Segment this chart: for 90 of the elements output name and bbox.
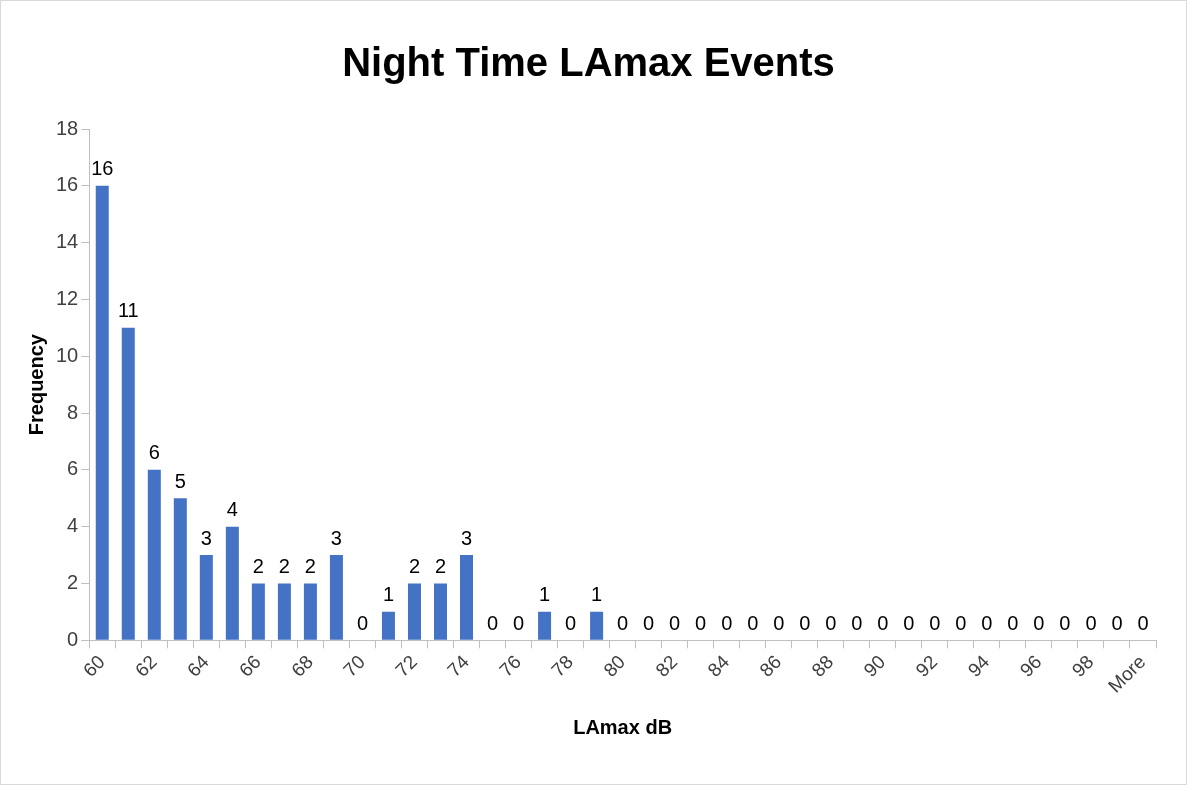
x-tick-label: 74 (443, 650, 474, 681)
x-tick-label: 98 (1067, 651, 1098, 681)
bar (460, 555, 474, 640)
data-label: 6 (148, 441, 160, 464)
data-label: 0 (877, 611, 889, 634)
data-label: 0 (955, 611, 967, 634)
data-label: 2 (434, 554, 447, 577)
bar (173, 498, 187, 640)
y-tick-label: 16 (56, 173, 79, 196)
data-label: 3 (330, 526, 342, 549)
bar (381, 611, 395, 640)
x-tick-label: 90 (859, 651, 890, 681)
data-label: 0 (981, 611, 993, 634)
data-label: 0 (512, 611, 525, 634)
data-label: 0 (903, 611, 915, 634)
data-label: 11 (117, 299, 139, 322)
data-label: 0 (799, 611, 811, 634)
bar (329, 555, 343, 640)
y-tick-label: 2 (67, 570, 79, 593)
x-tick-label: 88 (807, 651, 838, 681)
data-label: 0 (851, 611, 863, 634)
y-tick-label: 6 (67, 457, 79, 480)
x-tick-label: 92 (911, 651, 942, 681)
bar (407, 583, 421, 640)
data-label: 2 (408, 554, 421, 577)
data-label: 1 (382, 583, 395, 606)
data-label: 0 (1137, 611, 1149, 634)
data-label: 0 (825, 611, 837, 634)
x-tick-label: 96 (1015, 651, 1046, 681)
data-label: 0 (1085, 611, 1097, 634)
x-tick-label: 82 (651, 651, 682, 681)
y-tick-label: 8 (67, 400, 79, 423)
bar (277, 583, 291, 640)
x-tick-label: 68 (287, 651, 317, 681)
x-tick-label: 70 (339, 651, 369, 681)
data-label: 5 (174, 469, 186, 492)
y-tick-label: 10 (56, 343, 79, 366)
bar (251, 583, 265, 640)
data-label: 0 (1059, 611, 1071, 634)
bar (199, 555, 213, 640)
x-tick-label: 62 (131, 651, 161, 681)
data-label: 0 (1111, 611, 1123, 634)
x-tick-label: 72 (391, 651, 422, 681)
data-label: 0 (1007, 611, 1019, 634)
x-tick-label: 64 (183, 650, 214, 681)
data-label: 0 (747, 611, 759, 634)
x-tick-label: 94 (963, 650, 994, 681)
data-label: 2 (304, 554, 316, 577)
data-label: 3 (460, 526, 473, 549)
x-tick-label: 66 (235, 651, 265, 681)
bar (225, 526, 239, 640)
x-tick-label: 84 (703, 650, 734, 681)
data-label: 1 (539, 583, 551, 606)
y-tick-label: 18 (56, 116, 79, 139)
x-tick-label: 80 (599, 651, 630, 681)
bar (538, 611, 552, 640)
bar (303, 583, 317, 640)
data-label: 0 (695, 611, 707, 634)
data-label: 16 (91, 157, 114, 180)
data-label: 0 (773, 611, 785, 634)
x-tick-label: 76 (495, 651, 526, 681)
data-label: 0 (1033, 611, 1045, 634)
data-label: 3 (200, 526, 212, 549)
bar (433, 583, 447, 640)
data-label: 2 (252, 554, 264, 577)
data-label: 0 (617, 611, 629, 634)
data-label: 0 (486, 611, 499, 634)
x-axis-title: LAmax dB (573, 715, 673, 738)
x-tick-label: 60 (78, 651, 109, 681)
bar (121, 327, 135, 640)
data-label: 0 (721, 611, 733, 634)
y-tick-label: 0 (67, 627, 79, 650)
data-label: 0 (356, 611, 368, 634)
data-label: 0 (643, 611, 655, 634)
x-tick-label: 78 (547, 651, 578, 681)
bar (95, 185, 109, 640)
y-tick-label: 14 (56, 230, 79, 253)
data-label: 2 (278, 554, 290, 577)
data-label: 0 (565, 611, 577, 634)
data-label: 1 (591, 583, 603, 606)
bar (590, 611, 604, 640)
data-label: 4 (226, 498, 238, 521)
data-label: 0 (669, 611, 681, 634)
x-tick-label: 86 (755, 651, 786, 681)
y-tick-label: 12 (56, 286, 79, 309)
data-label: 0 (929, 611, 941, 634)
chart-title: Night Time LAmax Events (342, 40, 835, 85)
y-tick-label: 4 (67, 514, 79, 537)
y-axis-title: Frequency (24, 333, 47, 436)
bar (147, 469, 161, 640)
